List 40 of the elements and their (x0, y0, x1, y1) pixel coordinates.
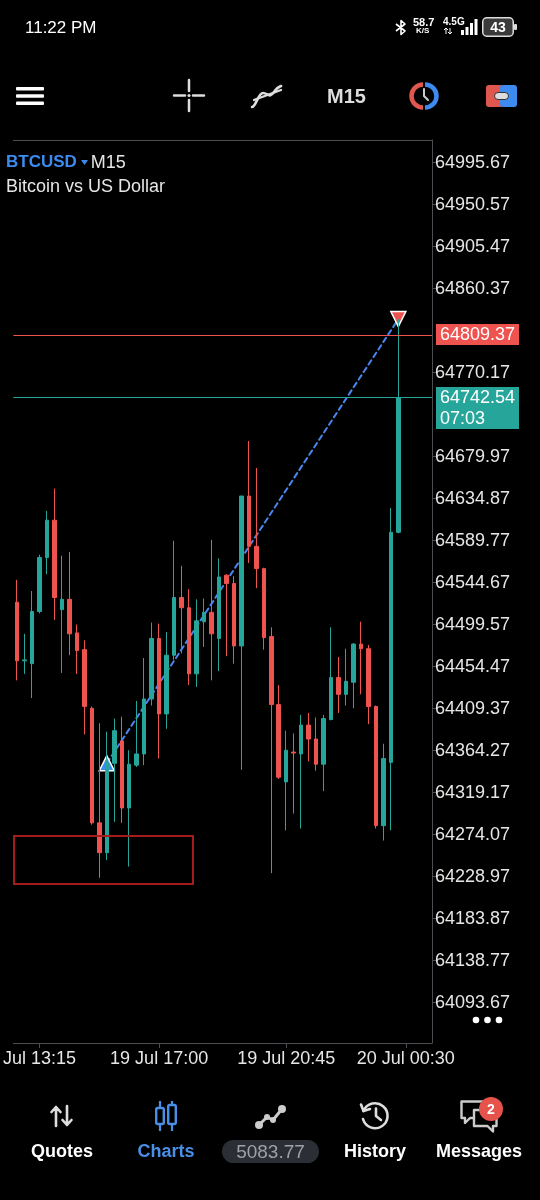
x-tick-label: Jul 13:15 (2, 1048, 77, 1068)
x-tick-label: 20 Jul 00:30 (356, 1048, 455, 1068)
text: 4.5G (443, 16, 465, 28)
y-tick-label: 64905.47 (435, 236, 511, 256)
y-tick-label: 64634.87 (435, 487, 511, 508)
x-tick-label: 19 Jul 17:00 (110, 1048, 209, 1068)
y-tick-label: 64544.67 (435, 571, 511, 592)
y-tick-label: 64995.67 (435, 152, 511, 172)
text: K/S (416, 26, 430, 36)
text: Bitcoin vs US Dollar (6, 176, 166, 196)
text: 5083.77 (222, 1140, 319, 1163)
text: Charts (137, 1140, 195, 1162)
y-tick-label: 64950.57 (435, 194, 511, 214)
ref-line-label: 64742.54 07:03 (436, 386, 520, 429)
y-tick-label: 64499.57 (435, 613, 511, 634)
y-tick-label: 64589.77 (435, 529, 511, 550)
x-tick-label: 19 Jul 20:45 (237, 1048, 336, 1068)
text: 58.7 (413, 15, 435, 28)
y-tick-label: 64274.07 (435, 823, 511, 844)
y-tick-label: 64138.77 (435, 949, 511, 970)
ref-line-label: 64809.37 (436, 324, 520, 346)
text: History (343, 1140, 407, 1162)
text: 11:22 PM (25, 18, 97, 38)
y-tick-label: 64228.97 (435, 865, 511, 886)
text: BTCUSD (6, 152, 77, 171)
y-tick-label: 64409.37 (435, 697, 511, 718)
y-tick-label: 64183.87 (435, 907, 511, 928)
text: M15 (327, 84, 366, 108)
text: 43 (490, 18, 506, 36)
y-tick-label: 64364.27 (435, 739, 511, 760)
y-tick-label: 64093.67 (435, 991, 511, 1012)
text: 2 (487, 1100, 495, 1118)
y-tick-label: 64770.17 (435, 361, 511, 382)
y-tick-label: 64679.97 (435, 445, 511, 466)
annotation: M15 (90, 151, 126, 173)
text: Messages (435, 1140, 523, 1162)
y-tick-label: 64454.47 (435, 655, 511, 676)
y-tick-label: 64860.37 (435, 278, 511, 298)
text: Quotes (30, 1140, 94, 1162)
y-tick-label: 64319.17 (435, 781, 511, 802)
